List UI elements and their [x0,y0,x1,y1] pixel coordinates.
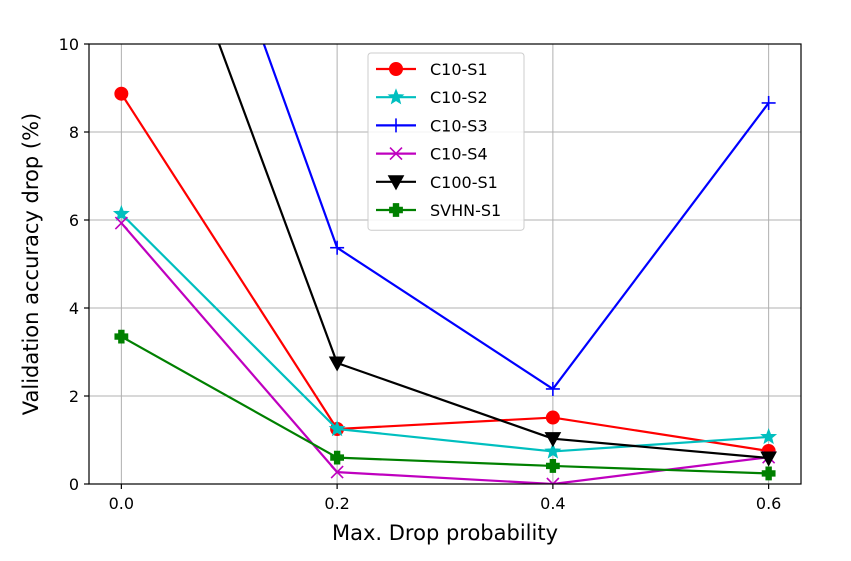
legend-marker [389,203,403,217]
data-point [760,451,777,467]
data-point [546,477,560,484]
data-point [114,216,128,230]
data-point [545,381,560,396]
data-point [545,410,560,425]
y-tick-label: 6 [69,211,79,230]
x-axis-label: Max. Drop probability [332,521,558,545]
data-point [112,204,130,222]
legend-label: C10-S2 [430,88,488,107]
y-tick-label: 10 [59,35,79,54]
legend-label: SVHN-S1 [430,201,501,220]
data-point [114,86,129,101]
y-tick-label: 4 [69,299,79,318]
data-point [545,459,560,473]
legend: C10-S1 C10-S2 C10-S3 C10-S4 C100-S1 SVHN-S1 [367,52,525,231]
series-c10-s2 [112,204,778,459]
series-c100-s1 [217,44,777,467]
series-line [217,44,769,460]
series-c10-s3 [262,44,776,396]
data-point [114,329,129,344]
legend-marker [387,175,405,191]
x-tick-label: 0.4 [540,494,565,513]
legend-marker [389,62,403,76]
legend-label: C10-S3 [430,116,488,135]
series-svhn-s1 [114,329,776,481]
legend-marker [389,118,403,133]
series-line [120,93,769,453]
series-layer [112,44,778,484]
data-point [544,432,562,448]
data-point [328,420,346,437]
legend-label: C10-S4 [430,145,488,164]
data-point [761,95,776,110]
plot-frame [88,43,802,485]
x-tick-label: 0.6 [756,494,781,513]
data-point [544,442,562,459]
legend-marker [389,147,403,161]
data-point [330,450,345,465]
y-tick-label: 2 [69,387,79,406]
x-tick-label: 0.0 [109,494,134,513]
series-line [120,335,769,475]
legend-item: C10-S4 [376,145,488,164]
legend-item: SVHN-S1 [376,201,501,220]
data-point [761,466,776,481]
y-tick-label: 8 [69,123,79,142]
data-point [330,240,345,255]
data-point [760,428,778,445]
legend-marker [387,88,405,105]
data-point [330,465,344,479]
y-tick-label: 0 [69,475,79,494]
legend-item: C10-S3 [376,116,488,135]
series-line [120,213,769,453]
data-point [328,356,346,372]
legend-item: C100-S1 [376,173,498,192]
legend-label: C10-S1 [430,60,488,79]
legend-item: C10-S1 [376,60,488,79]
y-axis-label: Validation accuracy drop (%) [19,113,43,416]
legend-item: C10-S2 [376,88,488,107]
axes: 0.0 0.2 0.4 0.6 0 2 4 6 8 10 [59,35,782,513]
x-tick-label: 0.2 [324,494,349,513]
series-line [262,44,770,391]
legend-label: C100-S1 [430,173,498,192]
